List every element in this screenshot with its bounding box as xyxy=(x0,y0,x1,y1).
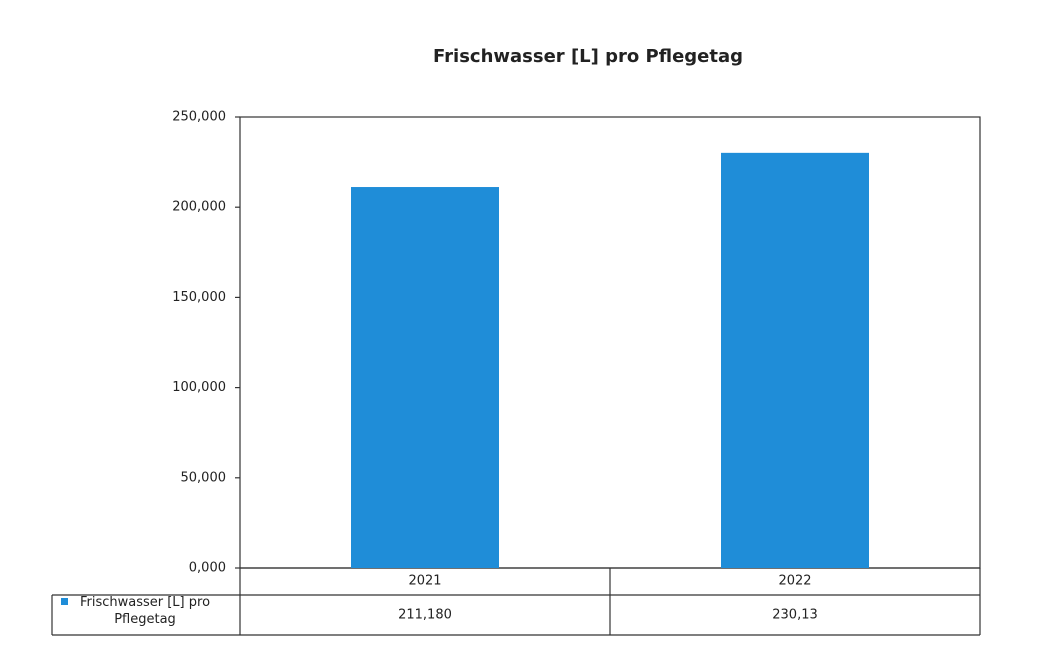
legend-swatch xyxy=(61,598,68,605)
bar xyxy=(351,187,499,568)
x-tick-label: 2021 xyxy=(408,574,441,589)
y-tick-label: 250,000 xyxy=(172,110,226,125)
bar xyxy=(721,152,869,569)
chart-title: Frischwasser [L] pro Pflegetag xyxy=(433,46,743,67)
y-tick-label: 100,000 xyxy=(172,380,226,395)
table-value: 211,180 xyxy=(398,608,452,623)
y-tick-label: 150,000 xyxy=(172,290,226,305)
y-tick-label: 200,000 xyxy=(172,200,226,215)
y-tick-label: 50,000 xyxy=(181,470,227,485)
legend-label: Frischwasser [L] pro Pflegetag xyxy=(79,595,211,627)
x-tick-label: 2022 xyxy=(778,574,811,589)
table-value: 230,13 xyxy=(772,608,818,623)
y-tick-label: 0,000 xyxy=(189,561,226,576)
